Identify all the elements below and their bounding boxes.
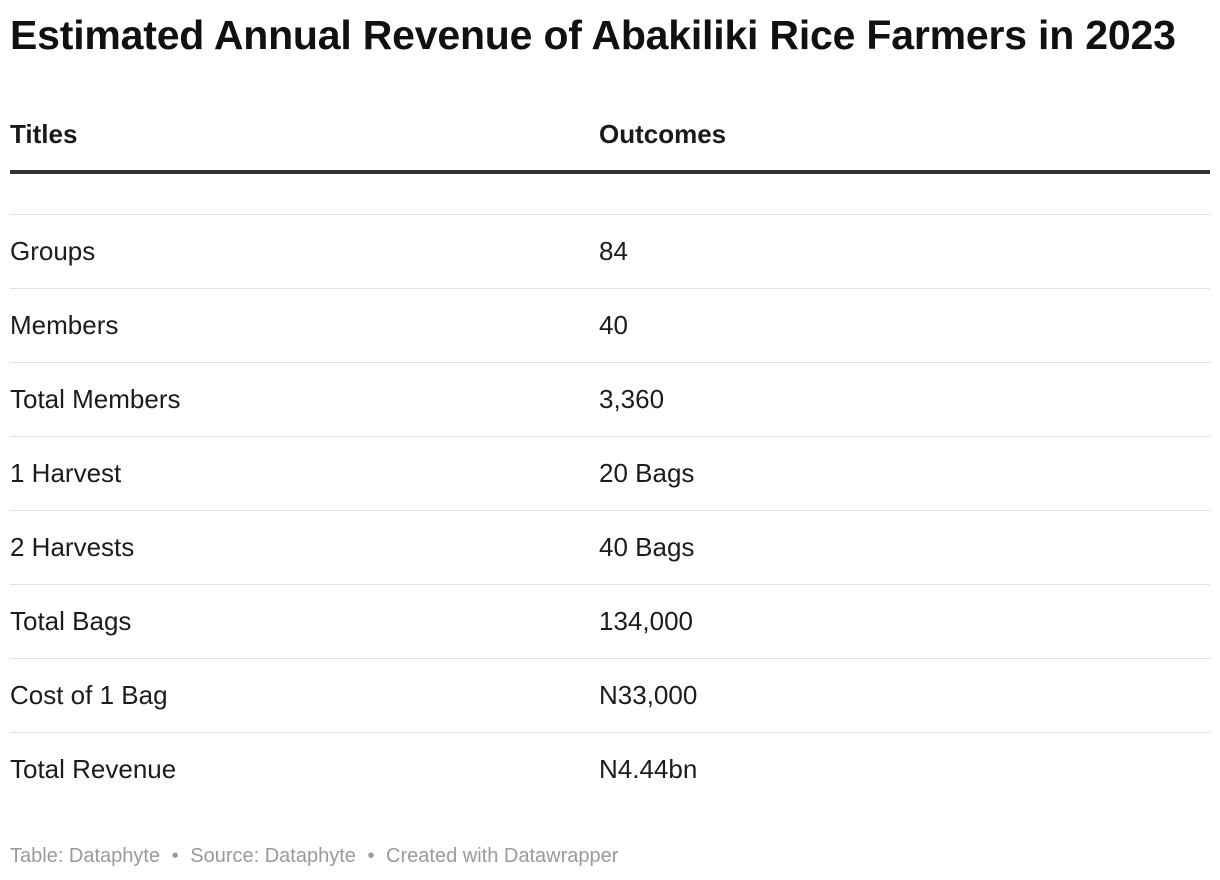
table-row: Cost of 1 Bag N33,000 <box>10 659 1210 733</box>
row-title-cell: 1 Harvest <box>10 458 122 488</box>
row-outcome-cell: 40 Bags <box>599 532 695 562</box>
row-title-cell: Total Bags <box>10 606 132 636</box>
table-header: Titles Outcomes <box>10 100 1210 174</box>
datawrapper-credit[interactable]: Created with Datawrapper <box>386 845 619 867</box>
table-row: 1 Harvest 20 Bags <box>10 437 1210 511</box>
table-row: 2 Harvests 40 Bags <box>10 511 1210 585</box>
row-title-cell: 2 Harvests <box>10 532 135 562</box>
row-outcome-cell: 40 <box>599 310 628 340</box>
footer-separator: • <box>171 845 179 867</box>
table-spacer-row <box>10 174 1210 215</box>
footer-separator: • <box>367 845 375 867</box>
chart-title: Estimated Annual Revenue of Abakiliki Ri… <box>10 12 1176 58</box>
source-credit: Source: Dataphyte <box>190 845 356 867</box>
row-outcome-cell: 3,360 <box>599 384 665 414</box>
row-title-cell: Total Members <box>10 384 181 414</box>
row-outcome-cell: N4.44bn <box>599 754 698 784</box>
row-outcome-cell: 134,000 <box>599 606 693 636</box>
row-title-cell: Total Revenue <box>10 754 177 784</box>
row-title-cell: Groups <box>10 236 96 266</box>
column-header-outcomes[interactable]: Outcomes <box>599 119 727 149</box>
column-header-titles[interactable]: Titles <box>10 119 78 149</box>
table-body: Groups 84 Members 40 Total Members 3,360 1 Har… <box>10 215 1210 806</box>
row-title-cell: Members <box>10 310 119 340</box>
row-outcome-cell: 20 Bags <box>599 458 695 488</box>
table-row: Total Members 3,360 <box>10 363 1210 437</box>
table-row: Groups 84 <box>10 215 1210 289</box>
table-row: Members 40 <box>10 289 1210 363</box>
data-table: Titles Outcomes Groups 84 Members 40 Total M… <box>10 100 1210 806</box>
table-row: Total Revenue N4.44bn <box>10 733 1210 806</box>
row-outcome-cell: 84 <box>599 236 628 266</box>
table-credit: Table: Dataphyte <box>10 845 161 867</box>
row-title-cell: Cost of 1 Bag <box>10 680 168 710</box>
row-outcome-cell: N33,000 <box>599 680 698 710</box>
table-row: Total Bags 134,000 <box>10 585 1210 659</box>
chart-footer: Table: Dataphyte • Source: Dataphyte • C… <box>10 842 618 870</box>
